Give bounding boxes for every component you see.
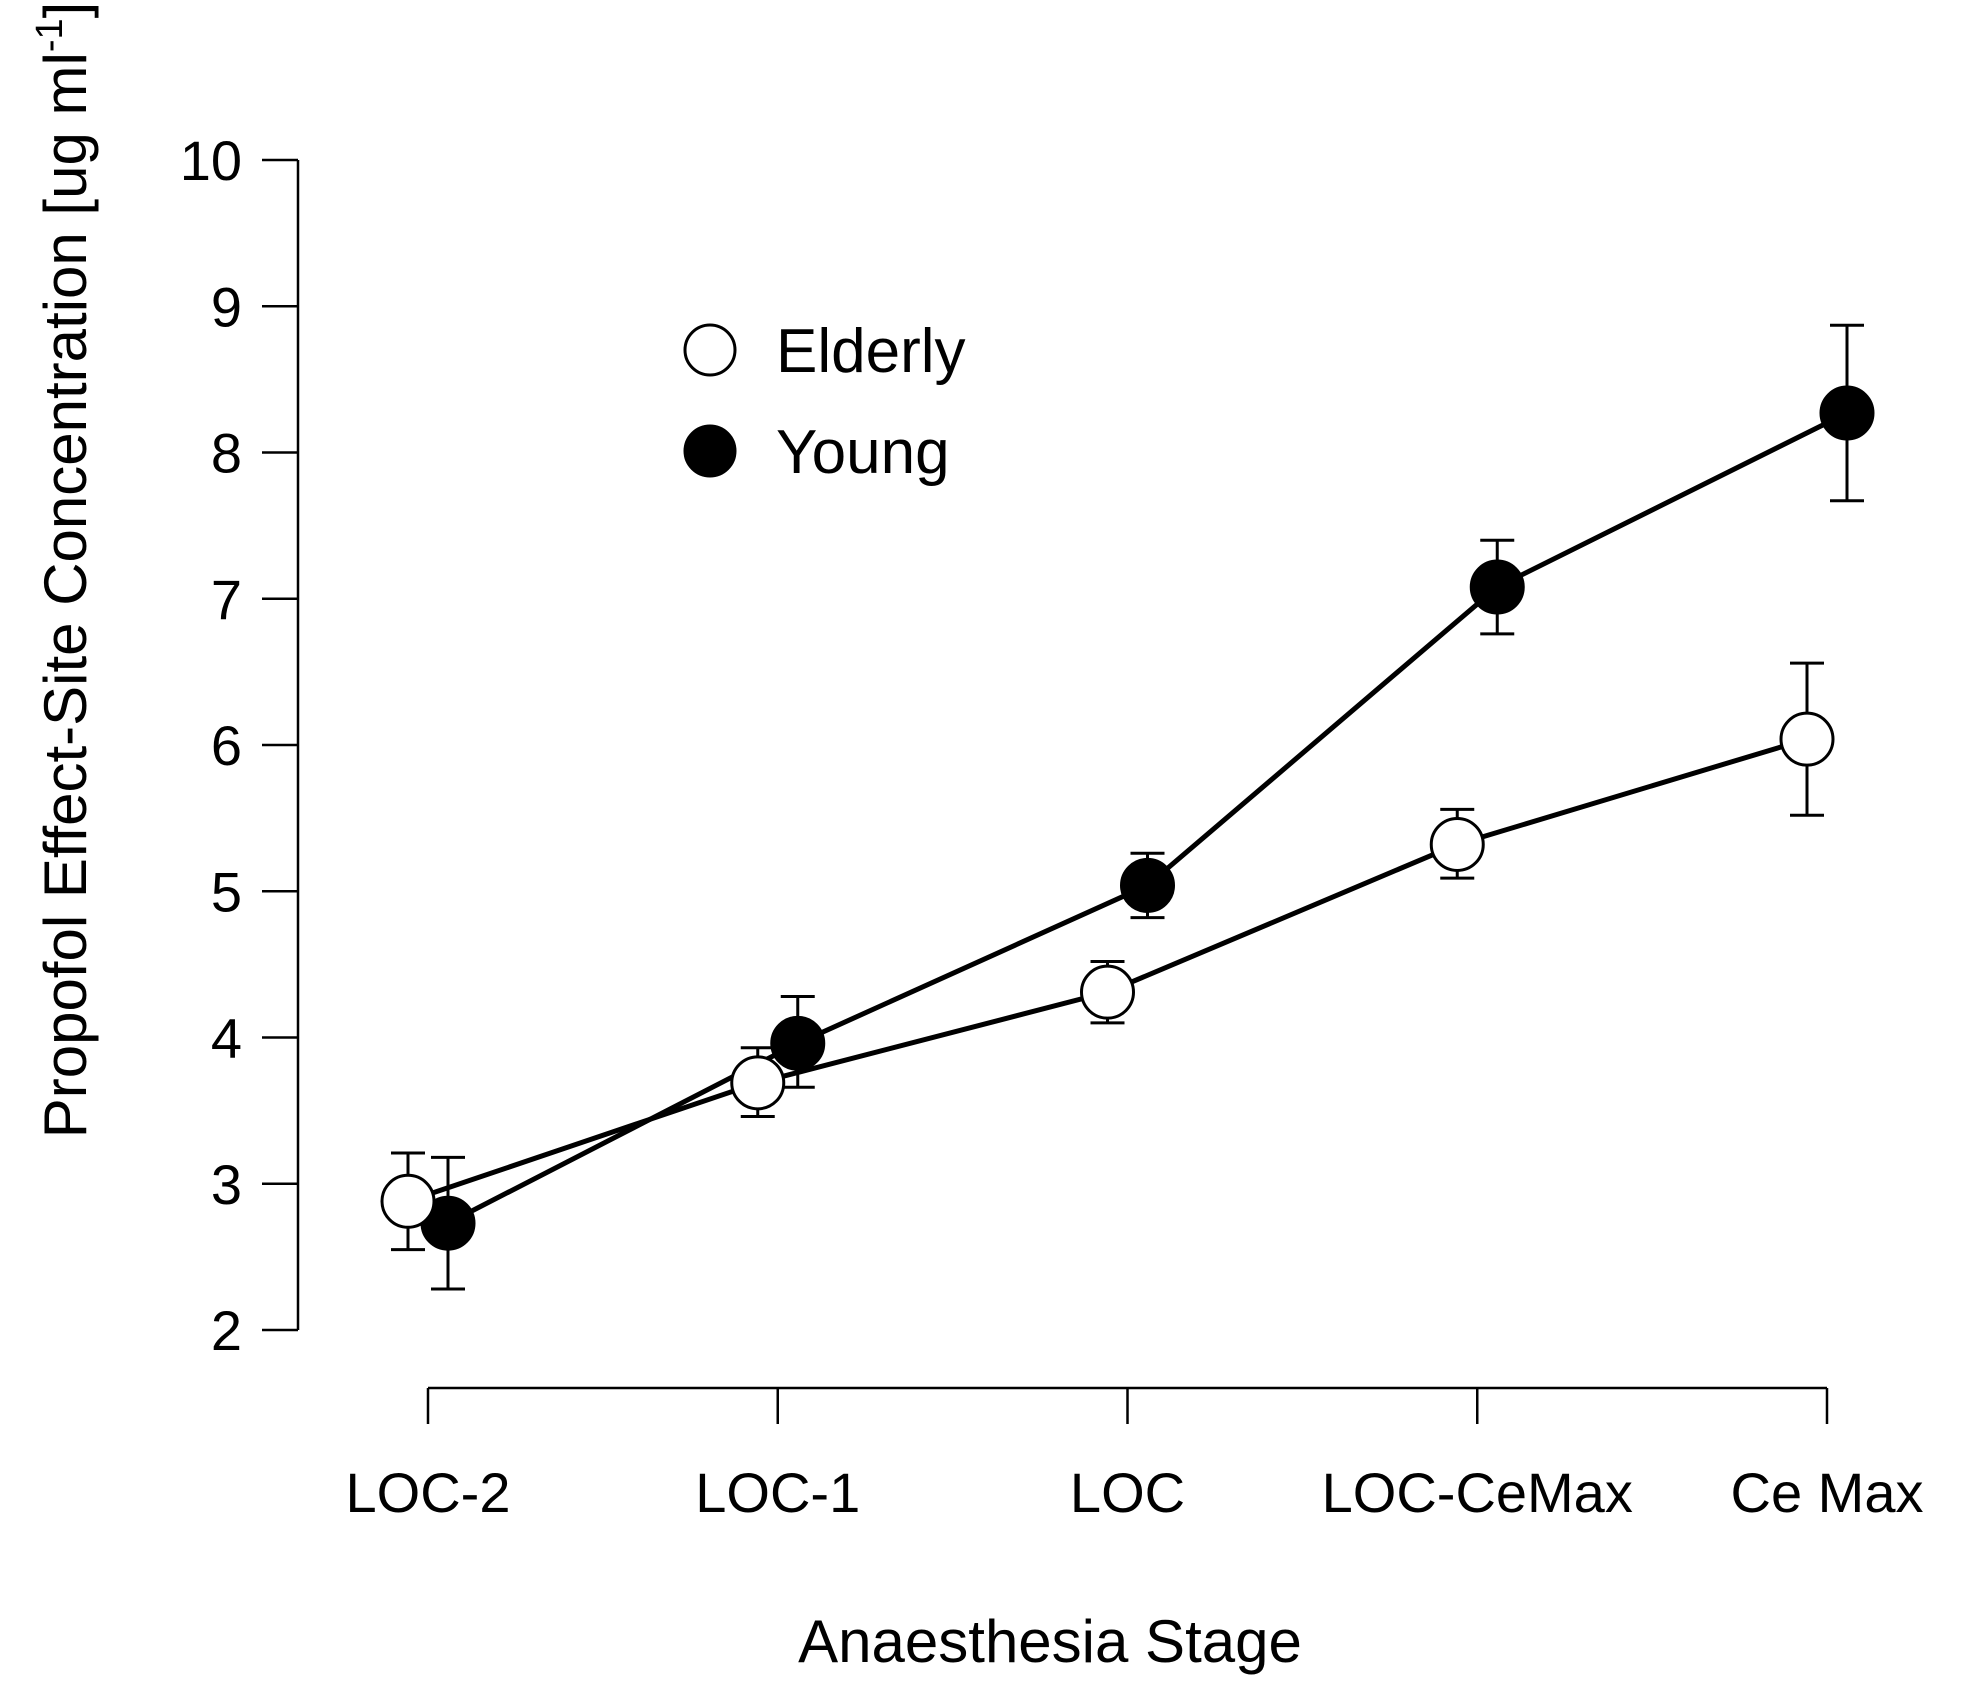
y-tick-label: 7 xyxy=(211,568,242,631)
data-point-elderly xyxy=(1779,711,1835,767)
series-line-young xyxy=(446,410,1849,1226)
x-axis: LOC-2 LOC-1 LOC LOC-CeMax Ce Max xyxy=(346,1386,1924,1524)
x-axis-title: Anaesthesia Stage xyxy=(798,1608,1302,1675)
y-tick-label: 2 xyxy=(211,1299,242,1362)
y-tick-label: 4 xyxy=(211,1007,242,1070)
x-tick-label: LOC-1 xyxy=(695,1461,860,1524)
legend-marker-young xyxy=(683,424,737,478)
data-point-elderly xyxy=(730,1055,786,1111)
legend: Elderly Young xyxy=(683,317,966,487)
y-tick-label: 6 xyxy=(211,714,242,777)
y-tick-label: 10 xyxy=(180,129,242,192)
series-young xyxy=(420,323,1875,1291)
legend-label-young: Young xyxy=(776,418,950,487)
y-axis-title-bracket: ] xyxy=(32,2,99,19)
y-axis-title: Propofol Effect-Site Concentration [ug m… xyxy=(29,2,99,1139)
x-tick-label: LOC-CeMax xyxy=(1322,1461,1633,1524)
data-point-young xyxy=(1819,385,1875,441)
data-point-young xyxy=(770,1015,826,1071)
data-point-elderly xyxy=(1429,816,1485,872)
x-tick-label: LOC xyxy=(1070,1461,1185,1524)
series-elderly xyxy=(380,661,1835,1252)
data-point-young xyxy=(1469,559,1525,615)
plot-area xyxy=(380,323,1875,1291)
x-tick-label: LOC-2 xyxy=(346,1461,511,1524)
x-tick-label: Ce Max xyxy=(1731,1461,1924,1524)
y-axis-title-main: Propofol Effect-Site Concentration [ug m… xyxy=(32,52,99,1138)
y-tick-label: 5 xyxy=(211,860,242,923)
y-axis-title-superscript: -1 xyxy=(29,18,71,52)
data-point-elderly xyxy=(380,1173,436,1229)
y-tick-label: 9 xyxy=(211,275,242,338)
y-tick-label: 3 xyxy=(211,1153,242,1216)
legend-marker-elderly xyxy=(683,323,737,377)
data-point-young xyxy=(1120,857,1175,913)
y-ticks: 2 3 4 5 6 7 8 9 10 xyxy=(180,129,298,1362)
y-tick-label: 8 xyxy=(211,422,242,485)
y-axis: 2 3 4 5 6 7 8 9 10 xyxy=(180,129,300,1362)
x-ticks: LOC-2 LOC-1 LOC LOC-CeMax Ce Max xyxy=(346,1388,1924,1524)
legend-label-elderly: Elderly xyxy=(776,317,966,386)
data-point-elderly xyxy=(1080,964,1135,1020)
